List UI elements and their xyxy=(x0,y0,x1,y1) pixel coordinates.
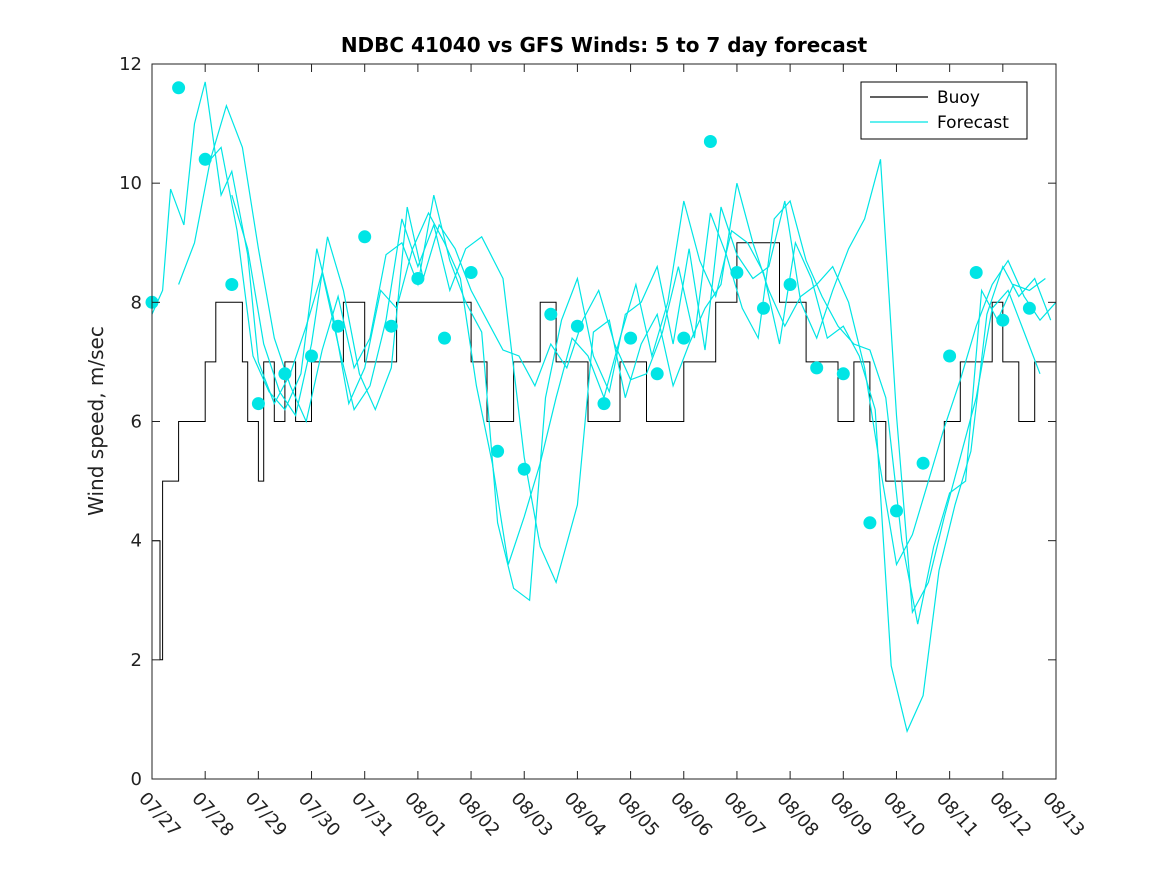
forecast-series-line-2 xyxy=(178,103,1041,615)
forecast-series-line-3 xyxy=(204,146,1052,734)
forecast-marker xyxy=(996,313,1010,327)
y-tick-label: 12 xyxy=(119,54,142,75)
forecast-marker xyxy=(863,516,877,530)
y-tick-label: 6 xyxy=(131,412,142,433)
plot-area xyxy=(145,81,1057,734)
forecast-marker xyxy=(730,266,744,279)
forecast-marker xyxy=(544,307,558,321)
forecast-marker xyxy=(943,349,957,363)
legend-forecast-label: Forecast xyxy=(937,113,1009,133)
forecast-marker xyxy=(677,331,691,345)
forecast-marker xyxy=(810,361,824,375)
y-tick-label: 8 xyxy=(131,292,142,313)
forecast-marker xyxy=(836,367,850,381)
buoy-series-line xyxy=(152,242,1057,661)
forecast-marker xyxy=(1022,301,1036,315)
forecast-marker xyxy=(358,230,372,244)
forecast-marker xyxy=(570,319,584,333)
legend-box xyxy=(860,81,1028,140)
forecast-marker xyxy=(597,397,611,411)
forecast-marker xyxy=(757,301,770,315)
forecast-marker xyxy=(491,444,505,458)
forecast-marker xyxy=(411,272,425,285)
forecast-marker xyxy=(225,278,239,291)
forecast-marker xyxy=(916,456,930,470)
forecast-marker xyxy=(969,266,983,279)
y-axis-label: Wind speed, m/sec xyxy=(84,326,108,516)
forecast-marker xyxy=(438,331,451,345)
y-tick-label: 10 xyxy=(119,173,142,194)
forecast-marker xyxy=(305,349,318,363)
y-tick-label: 4 xyxy=(131,531,142,552)
forecast-marker xyxy=(464,266,478,279)
forecast-marker xyxy=(624,331,638,345)
forecast-marker xyxy=(278,367,292,381)
forecast-series-line-1 xyxy=(151,81,1057,585)
chart-title: NDBC 41040 vs GFS Winds: 5 to 7 day fore… xyxy=(341,33,868,57)
forecast-marker xyxy=(650,367,664,381)
forecast-marker xyxy=(331,319,345,333)
forecast-series-line-4 xyxy=(231,194,1046,625)
forecast-marker xyxy=(783,278,797,291)
y-tick-label: 0 xyxy=(131,769,142,790)
forecast-marker xyxy=(172,81,186,95)
forecast-marker xyxy=(251,397,265,411)
forecast-marker xyxy=(703,135,717,148)
forecast-marker xyxy=(198,152,212,166)
forecast-marker xyxy=(517,462,531,476)
forecast-marker xyxy=(384,319,398,333)
forecast-marker xyxy=(890,504,903,518)
legend: Buoy Forecast xyxy=(860,81,1028,140)
legend-buoy-label: Buoy xyxy=(937,88,980,108)
y-tick-label: 2 xyxy=(131,650,142,671)
